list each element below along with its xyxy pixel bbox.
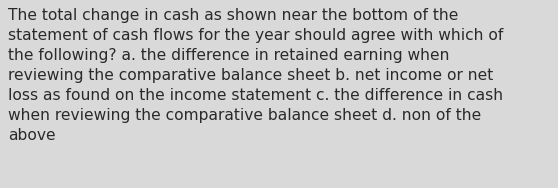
Text: The total change in cash as shown near the bottom of the
statement of cash flows: The total change in cash as shown near t… xyxy=(8,8,504,143)
